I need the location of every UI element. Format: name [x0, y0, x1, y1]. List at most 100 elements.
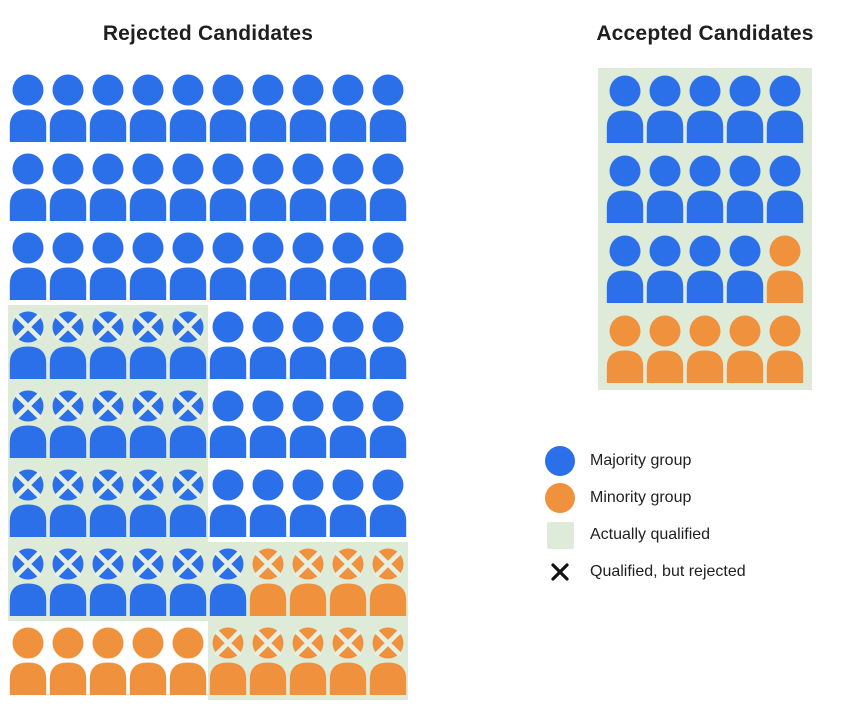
person-majority-qualified-rejected-x-cell [168, 463, 208, 542]
person-icon [209, 548, 247, 616]
person-icon [686, 155, 724, 223]
person-minority-qualified-rejected-x-cell [368, 621, 408, 700]
person-icon [686, 315, 724, 383]
person-majority-qualified-rejected-x-cell [88, 542, 128, 621]
person-icon [49, 232, 87, 300]
person-icon [49, 311, 87, 379]
person-icon [329, 74, 367, 142]
person-majority-cell [368, 68, 408, 147]
person-icon [209, 469, 247, 537]
legend: Majority group Minority group Actually qua… [545, 446, 746, 587]
person-minority-qualified-rejected-x-cell [368, 542, 408, 621]
person-majority-cell [168, 68, 208, 147]
person-majority-qualified-rejected-x-cell [88, 384, 128, 463]
person-icon [249, 153, 287, 221]
person-icon [289, 311, 327, 379]
person-icon [369, 390, 407, 458]
person-icon [606, 75, 644, 143]
person-majority-qualified-rejected-x-cell [8, 542, 48, 621]
person-icon [766, 75, 804, 143]
person-icon [169, 311, 207, 379]
person-majority-qualified-cell [645, 235, 685, 315]
person-majority-qualified-rejected-x-cell [128, 305, 168, 384]
person-icon [169, 627, 207, 695]
person-majority-qualified-rejected-x-cell [48, 384, 88, 463]
person-icon [766, 315, 804, 383]
person-majority-cell [288, 384, 328, 463]
person-icon [369, 548, 407, 616]
person-majority-cell [48, 226, 88, 305]
person-majority-cell [208, 384, 248, 463]
person-icon [726, 235, 764, 303]
person-majority-cell [288, 226, 328, 305]
person-majority-qualified-rejected-x-cell [128, 384, 168, 463]
person-icon [606, 315, 644, 383]
person-icon [249, 627, 287, 695]
person-icon [129, 469, 167, 537]
person-icon [209, 153, 247, 221]
person-majority-cell [248, 463, 288, 542]
person-minority-qualified-rejected-x-cell [288, 542, 328, 621]
person-majority-cell [208, 226, 248, 305]
legend-item-majority-group: Majority group [545, 446, 746, 476]
person-icon [89, 74, 127, 142]
person-majority-qualified-rejected-x-cell [168, 305, 208, 384]
person-majority-cell [88, 147, 128, 226]
person-icon [766, 235, 804, 303]
person-icon [89, 390, 127, 458]
person-majority-qualified-rejected-x-cell [48, 305, 88, 384]
person-icon [129, 153, 167, 221]
person-minority-qualified-rejected-x-cell [328, 542, 368, 621]
person-icon [289, 469, 327, 537]
person-icon [89, 232, 127, 300]
person-minority-qualified-rejected-x-cell [208, 621, 248, 700]
person-icon [726, 75, 764, 143]
person-majority-qualified-rejected-x-cell [8, 463, 48, 542]
person-icon [646, 235, 684, 303]
person-minority-cell [48, 621, 88, 700]
person-icon [9, 627, 47, 695]
person-icon [209, 232, 247, 300]
person-majority-qualified-cell [765, 155, 805, 235]
person-icon [646, 155, 684, 223]
person-icon [89, 469, 127, 537]
person-icon [329, 232, 367, 300]
person-majority-cell [48, 68, 88, 147]
person-majority-cell [248, 305, 288, 384]
rejected-candidates-grid [8, 68, 408, 700]
person-icon [9, 153, 47, 221]
person-icon [209, 390, 247, 458]
person-icon [209, 311, 247, 379]
person-icon [726, 155, 764, 223]
person-majority-qualified-cell [725, 75, 765, 155]
person-majority-qualified-rejected-x-cell [168, 384, 208, 463]
person-icon [329, 311, 367, 379]
person-majority-qualified-rejected-x-cell [128, 463, 168, 542]
person-majority-qualified-rejected-x-cell [48, 463, 88, 542]
person-majority-qualified-rejected-x-cell [8, 384, 48, 463]
person-majority-qualified-cell [685, 75, 725, 155]
person-majority-cell [328, 305, 368, 384]
person-icon [129, 627, 167, 695]
person-icon [129, 74, 167, 142]
person-majority-cell [368, 226, 408, 305]
person-icon [129, 548, 167, 616]
person-icon [9, 548, 47, 616]
legend-item-label: Majority group [590, 452, 692, 469]
legend-item-label: Actually qualified [590, 526, 711, 543]
person-minority-qualified-cell [685, 315, 725, 383]
person-majority-qualified-rejected-x-cell [168, 542, 208, 621]
person-majority-cell [288, 147, 328, 226]
person-minority-cell [168, 621, 208, 700]
person-majority-cell [48, 147, 88, 226]
person-icon [289, 232, 327, 300]
person-majority-cell [208, 305, 248, 384]
person-majority-qualified-cell [605, 75, 645, 155]
person-majority-qualified-cell [605, 155, 645, 235]
person-icon [249, 74, 287, 142]
person-minority-qualified-cell [765, 235, 805, 315]
person-minority-cell [88, 621, 128, 700]
person-majority-qualified-rejected-x-cell [88, 305, 128, 384]
person-icon [646, 315, 684, 383]
